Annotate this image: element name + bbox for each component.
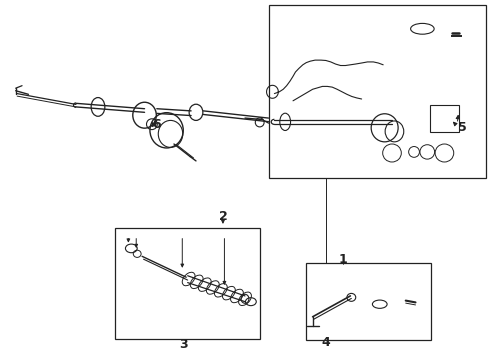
Text: 5: 5 — [458, 121, 467, 134]
Text: 2: 2 — [219, 210, 227, 223]
Text: 3: 3 — [179, 338, 188, 351]
Bar — [306, 263, 431, 340]
Bar — [430, 105, 459, 132]
Bar — [115, 228, 260, 339]
Text: 1: 1 — [339, 253, 347, 266]
Text: 6: 6 — [152, 118, 161, 131]
Text: 4: 4 — [321, 336, 330, 349]
Bar — [269, 5, 486, 178]
